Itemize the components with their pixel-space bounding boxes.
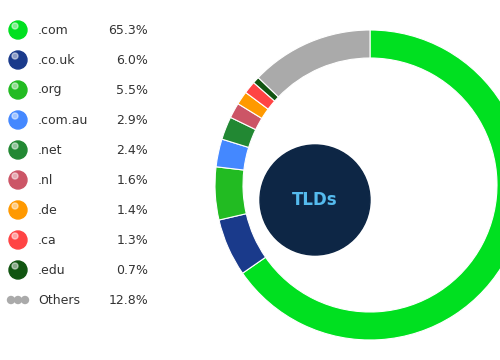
Text: .com: .com [38,23,69,36]
Wedge shape [246,82,274,109]
Circle shape [22,297,29,303]
Circle shape [9,51,27,69]
Text: 1.6%: 1.6% [116,174,148,186]
Text: .edu: .edu [38,264,66,276]
Wedge shape [215,167,246,220]
Text: TLDs: TLDs [292,191,338,209]
Circle shape [9,261,27,279]
Text: .co.uk: .co.uk [38,54,76,67]
Text: 0.7%: 0.7% [116,264,148,276]
Circle shape [12,233,18,239]
Text: 5.5%: 5.5% [116,84,148,96]
Circle shape [12,113,18,119]
Text: .net: .net [38,144,62,157]
Circle shape [14,297,21,303]
Circle shape [9,111,27,129]
Text: .com.au: .com.au [38,113,88,126]
Wedge shape [254,77,278,101]
Text: 65.3%: 65.3% [108,23,148,36]
Circle shape [9,171,27,189]
Text: 6.0%: 6.0% [116,54,148,67]
Circle shape [9,141,27,159]
Circle shape [12,143,18,149]
Circle shape [12,23,18,29]
Wedge shape [222,117,256,148]
Wedge shape [242,30,500,340]
Circle shape [12,83,18,89]
Text: 1.4%: 1.4% [116,203,148,216]
Circle shape [12,53,18,59]
Text: 2.9%: 2.9% [116,113,148,126]
Circle shape [9,201,27,219]
Wedge shape [219,214,266,273]
Text: 1.3%: 1.3% [116,234,148,247]
Wedge shape [238,93,268,118]
Circle shape [9,81,27,99]
Text: .nl: .nl [38,174,54,186]
Text: .de: .de [38,203,58,216]
Wedge shape [216,139,248,170]
Circle shape [9,21,27,39]
Text: Others: Others [38,293,80,306]
Text: 12.8%: 12.8% [108,293,148,306]
Circle shape [12,203,18,209]
Wedge shape [230,104,262,130]
Circle shape [12,263,18,269]
Text: .org: .org [38,84,62,96]
Circle shape [8,297,14,303]
Wedge shape [258,30,370,97]
Text: .ca: .ca [38,234,57,247]
Text: 2.4%: 2.4% [116,144,148,157]
Circle shape [9,231,27,249]
Circle shape [12,173,18,179]
Circle shape [260,145,370,255]
